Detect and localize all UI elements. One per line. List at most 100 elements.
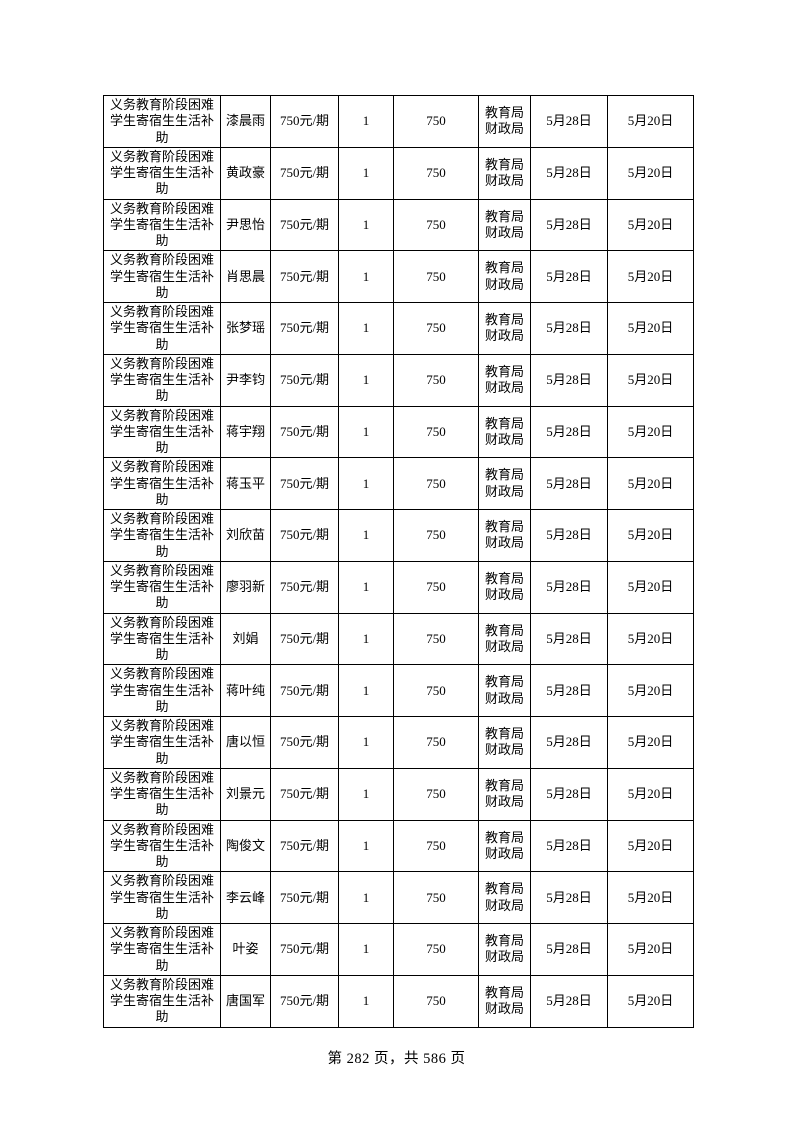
table-row: 义务教育阶段困难学生寄宿生生活补助 尹思怡 750元/期 1 750 教育局 财… (103, 198, 694, 252)
cell-subsidy-item: 义务教育阶段困难学生寄宿生生活补助 (103, 612, 221, 666)
cell-date-2: 5月20日 (607, 974, 694, 1028)
cell-term-count: 1 (338, 923, 394, 976)
cell-date-1: 5月28日 (530, 250, 608, 303)
cell-funding-standard: 750元/期 (270, 819, 339, 873)
cell-subsidy-item: 义务教育阶段困难学生寄宿生生活补助 (103, 405, 221, 459)
cell-student-name: 廖羽新 (220, 560, 271, 614)
cell-term-count: 1 (338, 509, 394, 562)
cell-student-name: 张梦瑶 (220, 302, 271, 355)
cell-subsidy-item: 义务教育阶段困难学生寄宿生生活补助 (103, 250, 221, 303)
cell-subsidy-item: 义务教育阶段困难学生寄宿生生活补助 (103, 923, 221, 976)
cell-amount: 750 (393, 560, 479, 614)
cell-amount: 750 (393, 509, 479, 562)
cell-amount: 750 (393, 819, 479, 873)
cell-amount: 750 (393, 95, 479, 148)
cell-amount: 750 (393, 612, 479, 666)
table-row: 义务教育阶段困难学生寄宿生生活补助 黄政豪 750元/期 1 750 教育局 财… (103, 146, 694, 200)
cell-subsidy-item: 义务教育阶段困难学生寄宿生生活补助 (103, 509, 221, 562)
cell-term-count: 1 (338, 974, 394, 1028)
cell-term-count: 1 (338, 146, 394, 200)
cell-funding-standard: 750元/期 (270, 560, 339, 614)
cell-date-2: 5月20日 (607, 95, 694, 148)
cell-subsidy-item: 义务教育阶段困难学生寄宿生生活补助 (103, 664, 221, 717)
subsidy-table: 义务教育阶段困难学生寄宿生生活补助 漆晨雨 750元/期 1 750 教育局 财… (103, 95, 694, 1028)
cell-amount: 750 (393, 405, 479, 459)
cell-student-name: 漆晨雨 (220, 95, 271, 148)
cell-date-2: 5月20日 (607, 716, 694, 769)
cell-amount: 750 (393, 664, 479, 717)
cell-agencies: 教育局 财政局 (478, 95, 531, 148)
cell-term-count: 1 (338, 302, 394, 355)
cell-student-name: 蒋宇翔 (220, 405, 271, 459)
cell-date-2: 5月20日 (607, 405, 694, 459)
table-row: 义务教育阶段困难学生寄宿生生活补助 唐国军 750元/期 1 750 教育局 财… (103, 974, 694, 1028)
cell-agencies: 教育局 财政局 (478, 509, 531, 562)
cell-term-count: 1 (338, 95, 394, 148)
cell-funding-standard: 750元/期 (270, 250, 339, 303)
cell-funding-standard: 750元/期 (270, 974, 339, 1028)
cell-student-name: 尹思怡 (220, 198, 271, 252)
cell-term-count: 1 (338, 819, 394, 873)
cell-student-name: 肖思晨 (220, 250, 271, 303)
cell-date-1: 5月28日 (530, 509, 608, 562)
cell-amount: 750 (393, 767, 479, 821)
cell-funding-standard: 750元/期 (270, 612, 339, 666)
table-row: 义务教育阶段困难学生寄宿生生活补助 蒋玉平 750元/期 1 750 教育局 财… (103, 457, 694, 510)
table-body: 义务教育阶段困难学生寄宿生生活补助 漆晨雨 750元/期 1 750 教育局 财… (103, 95, 694, 1028)
cell-subsidy-item: 义务教育阶段困难学生寄宿生生活补助 (103, 353, 221, 407)
cell-date-2: 5月20日 (607, 250, 694, 303)
table-row: 义务教育阶段困难学生寄宿生生活补助 肖思晨 750元/期 1 750 教育局 财… (103, 250, 694, 303)
cell-date-2: 5月20日 (607, 560, 694, 614)
cell-date-1: 5月28日 (530, 457, 608, 510)
cell-date-2: 5月20日 (607, 302, 694, 355)
table-row: 义务教育阶段困难学生寄宿生生活补助 陶俊文 750元/期 1 750 教育局 财… (103, 819, 694, 873)
cell-funding-standard: 750元/期 (270, 664, 339, 717)
cell-student-name: 刘娟 (220, 612, 271, 666)
cell-funding-standard: 750元/期 (270, 146, 339, 200)
cell-date-1: 5月28日 (530, 405, 608, 459)
cell-amount: 750 (393, 457, 479, 510)
cell-date-1: 5月28日 (530, 767, 608, 821)
cell-date-1: 5月28日 (530, 302, 608, 355)
cell-agencies: 教育局 财政局 (478, 716, 531, 769)
table-row: 义务教育阶段困难学生寄宿生生活补助 蒋叶纯 750元/期 1 750 教育局 财… (103, 664, 694, 717)
cell-term-count: 1 (338, 560, 394, 614)
cell-date-2: 5月20日 (607, 871, 694, 924)
cell-date-2: 5月20日 (607, 198, 694, 252)
cell-date-2: 5月20日 (607, 353, 694, 407)
page-number-footer: 第 282 页，共 586 页 (327, 1051, 466, 1067)
cell-agencies: 教育局 财政局 (478, 353, 531, 407)
cell-date-1: 5月28日 (530, 198, 608, 252)
cell-date-1: 5月28日 (530, 353, 608, 407)
cell-funding-standard: 750元/期 (270, 767, 339, 821)
cell-date-1: 5月28日 (530, 974, 608, 1028)
table-row: 义务教育阶段困难学生寄宿生生活补助 叶姿 750元/期 1 750 教育局 财政… (103, 923, 694, 976)
cell-date-1: 5月28日 (530, 819, 608, 873)
cell-subsidy-item: 义务教育阶段困难学生寄宿生生活补助 (103, 819, 221, 873)
cell-funding-standard: 750元/期 (270, 716, 339, 769)
cell-funding-standard: 750元/期 (270, 923, 339, 976)
table-row: 义务教育阶段困难学生寄宿生生活补助 廖羽新 750元/期 1 750 教育局 财… (103, 560, 694, 614)
cell-amount: 750 (393, 302, 479, 355)
cell-funding-standard: 750元/期 (270, 509, 339, 562)
cell-student-name: 唐以恒 (220, 716, 271, 769)
cell-agencies: 教育局 财政局 (478, 146, 531, 200)
cell-amount: 750 (393, 353, 479, 407)
cell-agencies: 教育局 财政局 (478, 871, 531, 924)
cell-student-name: 李云峰 (220, 871, 271, 924)
cell-date-1: 5月28日 (530, 923, 608, 976)
cell-term-count: 1 (338, 612, 394, 666)
cell-student-name: 刘景元 (220, 767, 271, 821)
cell-subsidy-item: 义务教育阶段困难学生寄宿生生活补助 (103, 871, 221, 924)
cell-date-1: 5月28日 (530, 716, 608, 769)
cell-date-2: 5月20日 (607, 509, 694, 562)
cell-student-name: 唐国军 (220, 974, 271, 1028)
table-row: 义务教育阶段困难学生寄宿生生活补助 刘欣苗 750元/期 1 750 教育局 财… (103, 509, 694, 562)
cell-agencies: 教育局 财政局 (478, 198, 531, 252)
cell-student-name: 陶俊文 (220, 819, 271, 873)
cell-date-2: 5月20日 (607, 612, 694, 666)
cell-funding-standard: 750元/期 (270, 871, 339, 924)
cell-date-2: 5月20日 (607, 664, 694, 717)
cell-agencies: 教育局 财政局 (478, 923, 531, 976)
